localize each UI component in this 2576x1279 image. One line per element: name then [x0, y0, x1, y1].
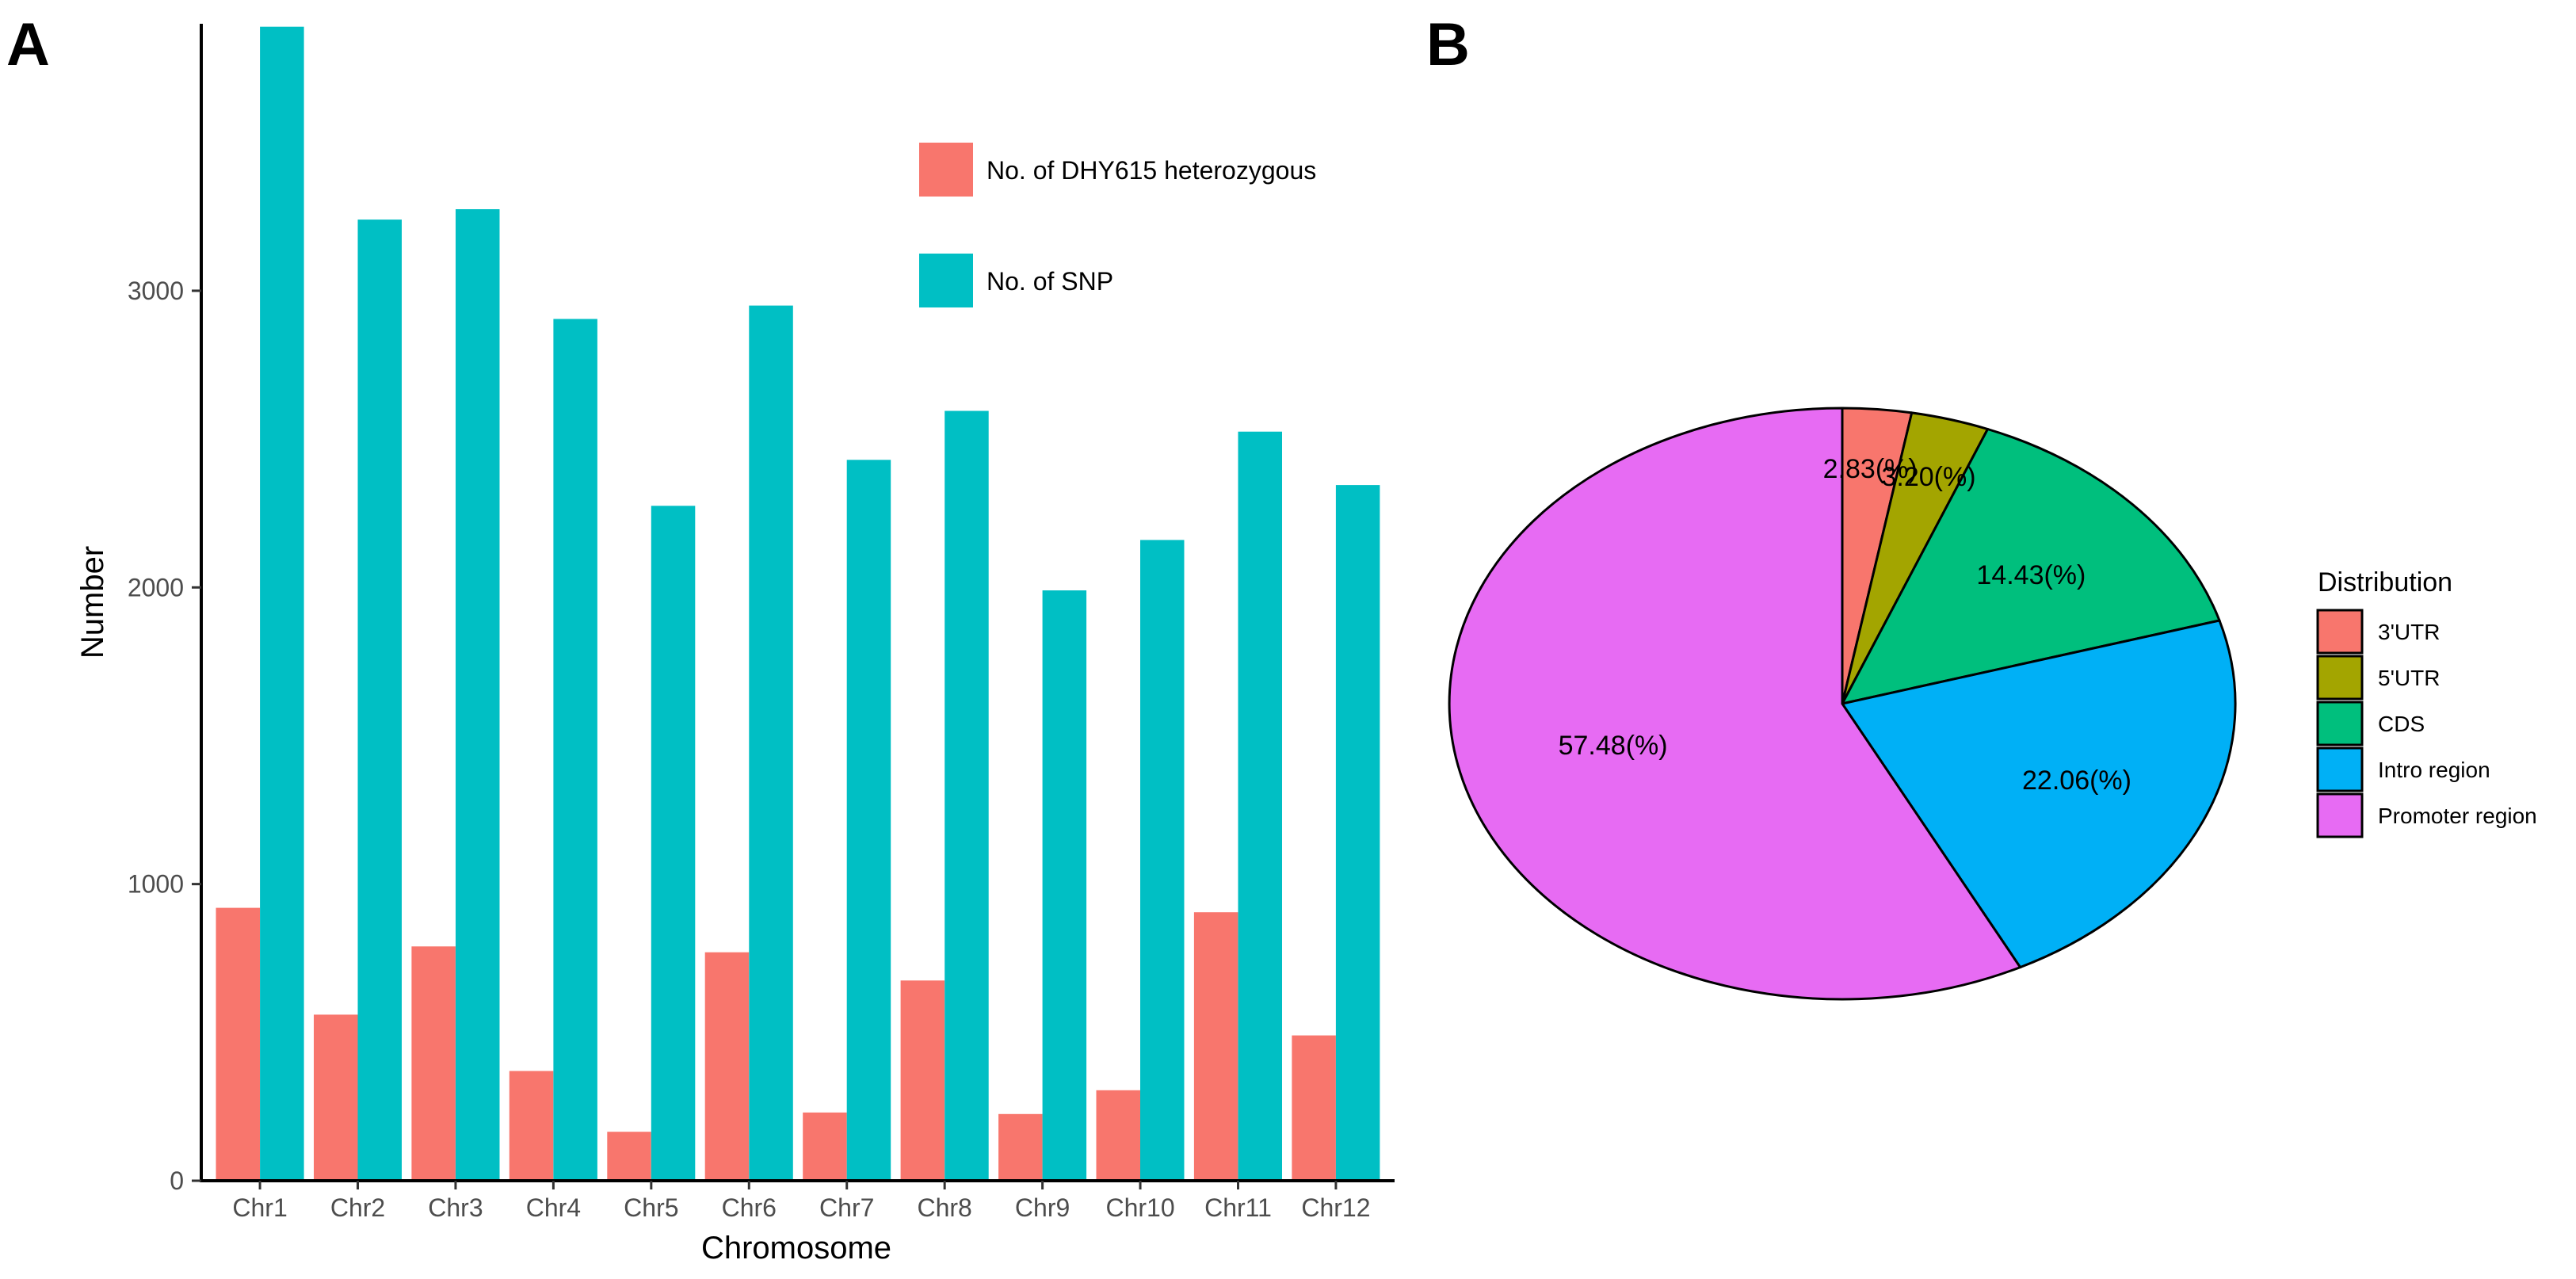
- y-ticks: 0 1000 2000 3000: [128, 277, 201, 1195]
- x-tick-label-chr9: Chr9: [1015, 1193, 1070, 1222]
- y-tick-label: 2000: [128, 573, 184, 601]
- pie-legend-swatch-promoter-region: [2316, 792, 2364, 838]
- bar-heterozygous-chr8: [900, 980, 945, 1181]
- legend-swatch-snp: [919, 254, 973, 307]
- pie-label-cds: 14.43(%): [1976, 560, 2086, 590]
- bar-heterozygous-chr4: [509, 1071, 554, 1181]
- pie-slice-intro-region: [1840, 619, 2237, 969]
- panel-label-b: B: [1426, 11, 1470, 78]
- pie-slice-promoter-region: [1448, 407, 2022, 1001]
- pie-legend-title: Distribution: [2318, 567, 2452, 598]
- pie-legend-label--utr: 5'UTR: [2378, 666, 2440, 690]
- legend-label-snp: No. of SNP: [987, 267, 1113, 296]
- bar-heterozygous-chr10: [1096, 1090, 1140, 1181]
- x-tick-label-chr8: Chr8: [917, 1193, 971, 1222]
- y-axis-title: Number: [75, 546, 110, 659]
- x-tick-label-chr12: Chr12: [1301, 1193, 1370, 1222]
- bar-legend: No. of DHY615 heterozygous No. of SNP: [919, 143, 1316, 307]
- legend-label-heterozygous: No. of DHY615 heterozygous: [987, 156, 1316, 185]
- pie-legend-label-intro-region: Intro region: [2378, 758, 2490, 782]
- pie-label-promoter-region: 57.48(%): [1559, 731, 1668, 761]
- bar-heterozygous-chr1: [216, 907, 260, 1181]
- bar-snp-chr3: [456, 209, 500, 1181]
- pie-labels: 2.83(%)3.20(%) 14.43(%) 22.06(%) 57.48(%): [1559, 454, 2131, 796]
- bar-heterozygous-chr11: [1193, 912, 1238, 1181]
- bar-heterozygous-chr3: [411, 946, 456, 1181]
- pie-legend-label-promoter-region: Promoter region: [2378, 804, 2537, 828]
- y-tick-label: 3000: [128, 277, 184, 305]
- bar-snp-chr7: [846, 460, 891, 1181]
- x-tick-label-chr11: Chr11: [1204, 1193, 1272, 1222]
- x-tick-label-chr10: Chr10: [1105, 1193, 1174, 1222]
- pie-chart-panel: B 2.83(%)3.20(%) 14.43(%) 22.06(%) 57.48(%)…: [1426, 11, 2537, 1001]
- bar-chart-panel: A 0 1000 2000 3000 Chr1 Chr2 Chr3 Chr4 Chr5 Chr6…: [6, 11, 1395, 1266]
- pie-legend-label--utr: 3'UTR: [2378, 620, 2440, 644]
- pie-legend-swatch-cds: [2316, 701, 2364, 746]
- bar-heterozygous-chr12: [1292, 1035, 1336, 1181]
- x-tick-label-chr3: Chr3: [428, 1193, 483, 1222]
- bar-heterozygous-chr7: [803, 1112, 847, 1181]
- legend-swatch-heterozygous: [919, 143, 973, 197]
- x-tick-label-chr5: Chr5: [624, 1193, 678, 1222]
- bar-snp-chr10: [1140, 540, 1185, 1181]
- bar-snp-chr4: [553, 319, 597, 1181]
- pie-legend-swatch--utr: [2316, 655, 2364, 701]
- bar-snp-chr1: [260, 26, 304, 1182]
- bar-snp-chr8: [945, 410, 989, 1181]
- pie-label-intro-region: 22.06(%): [2022, 765, 2131, 796]
- pie-label--utr: 3.20(%): [1881, 462, 1975, 492]
- bar-snp-chr9: [1042, 590, 1087, 1181]
- x-tick-label-chr7: Chr7: [819, 1193, 874, 1222]
- bar-snp-chr12: [1335, 485, 1380, 1181]
- pie-slice-cds: [1840, 427, 2222, 706]
- panel-label-a: A: [6, 11, 50, 78]
- x-axis-title: Chromosome: [701, 1231, 891, 1266]
- x-tick-label-chr6: Chr6: [722, 1193, 777, 1222]
- bar-snp-chr11: [1238, 431, 1282, 1181]
- pie-label--utr: 2.83(%): [1823, 454, 1918, 484]
- pie-legend-swatch-intro-region: [2316, 746, 2364, 792]
- x-tick-label-chr4: Chr4: [526, 1193, 581, 1222]
- bar-heterozygous-chr9: [998, 1113, 1043, 1181]
- bar-heterozygous-chr2: [314, 1014, 358, 1181]
- bar-snp-chr2: [357, 220, 402, 1182]
- x-ticks: Chr1 Chr2 Chr3 Chr4 Chr5 Chr6 Chr7 Chr8 Chr9 Chr1…: [232, 1181, 1371, 1222]
- y-tick-label: 1000: [128, 870, 184, 899]
- x-tick-label-chr2: Chr2: [330, 1193, 385, 1222]
- pie-legend-swatch--utr: [2316, 609, 2364, 655]
- pie-legend-label-cds: CDS: [2378, 712, 2425, 736]
- bar-heterozygous-chr6: [704, 952, 750, 1181]
- pie-legend: 3'UTR 5'UTR CDS Intro region Promoter region: [2316, 609, 2537, 838]
- bar-snp-chr5: [651, 506, 696, 1181]
- bar-group: [216, 26, 1380, 1182]
- pie-slices: [1448, 407, 2237, 1001]
- bar-snp-chr6: [749, 305, 793, 1182]
- y-tick-label: 0: [170, 1166, 184, 1195]
- x-tick-label-chr1: Chr1: [232, 1193, 287, 1222]
- bar-heterozygous-chr5: [607, 1132, 651, 1181]
